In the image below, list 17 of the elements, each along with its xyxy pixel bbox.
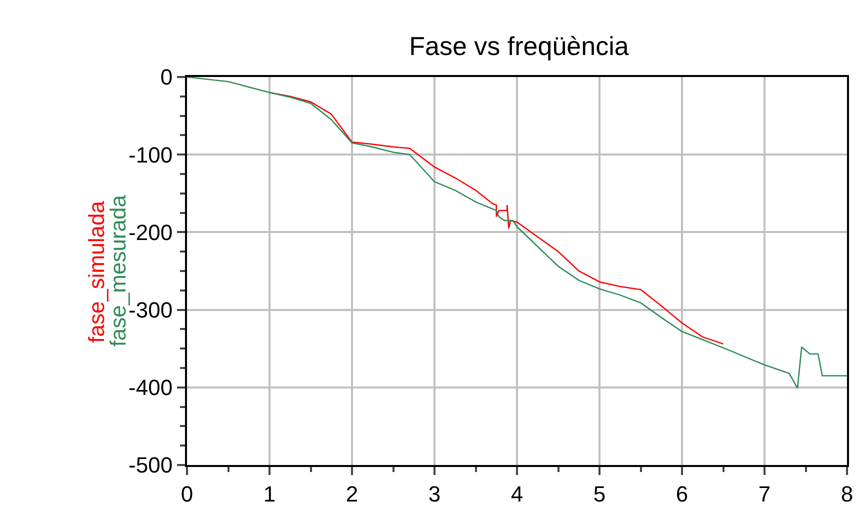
y-tick-label: 0 bbox=[160, 64, 173, 90]
x-tick-label: 3 bbox=[428, 481, 441, 506]
x-tick-label: 1 bbox=[263, 481, 276, 506]
x-tick-label: 4 bbox=[510, 481, 524, 506]
chart-title: Fase vs freqüència bbox=[409, 31, 630, 62]
x-tick-label: 8 bbox=[840, 481, 854, 506]
x-tick-label: 0 bbox=[180, 481, 194, 506]
y-tick-label: -400 bbox=[128, 375, 173, 400]
line-series bbox=[187, 77, 847, 389]
y-tick-label: -300 bbox=[128, 298, 173, 322]
y-tick-label: -200 bbox=[128, 220, 173, 245]
y-tick-label: -500 bbox=[128, 452, 173, 478]
x-tick-label: 5 bbox=[593, 481, 606, 506]
x-tick-label: 7 bbox=[758, 481, 771, 506]
x-tick-label: 2 bbox=[346, 481, 358, 506]
x-tick-label: 6 bbox=[676, 481, 688, 506]
y-tick-label: -100 bbox=[128, 142, 173, 168]
